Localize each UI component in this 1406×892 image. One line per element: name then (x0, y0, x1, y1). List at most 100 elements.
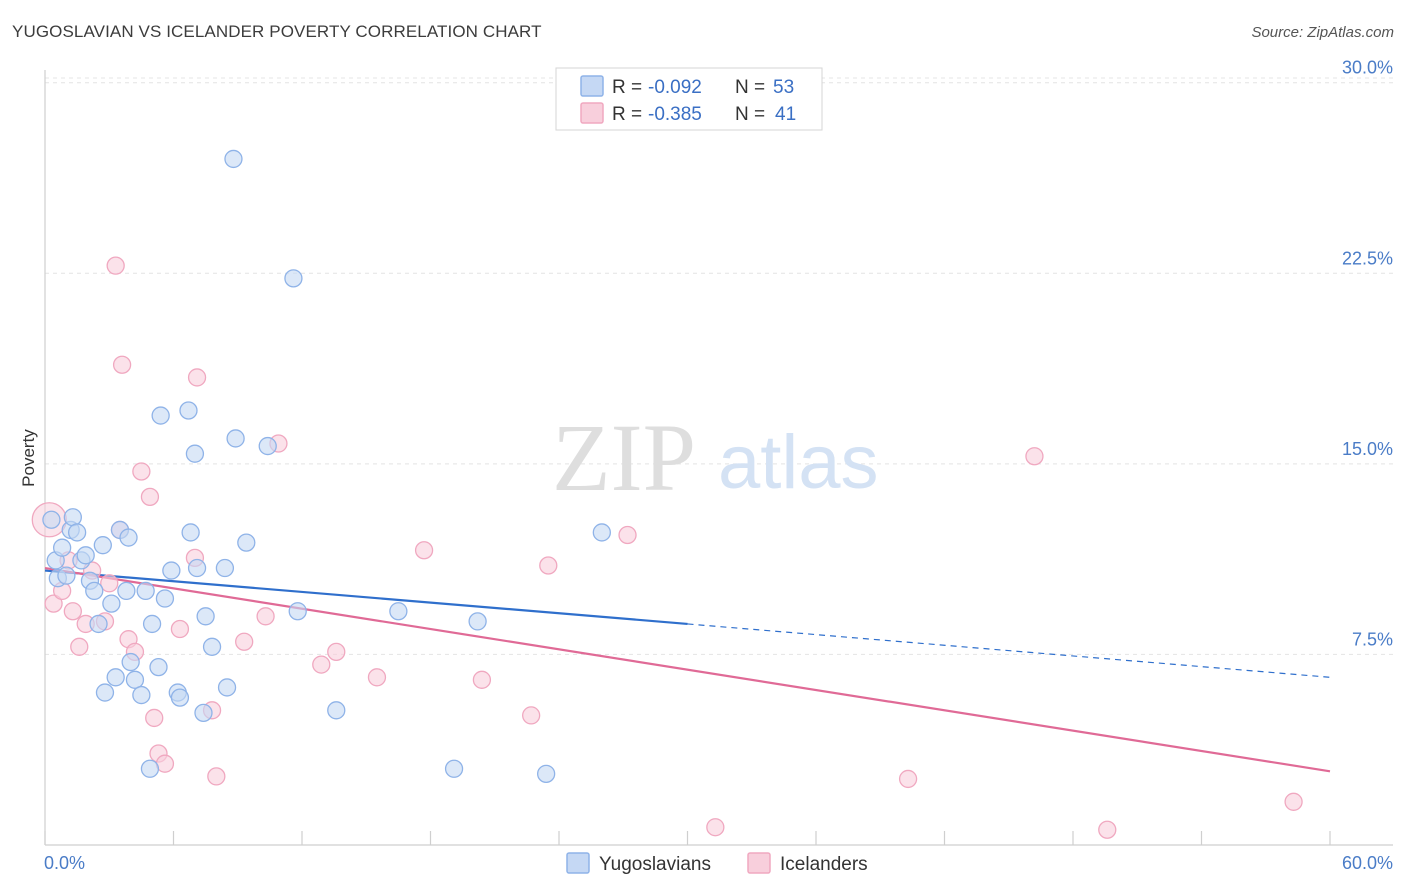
point-icelanders (170, 619, 190, 639)
point-yugoslavians (151, 406, 170, 425)
legend: R = -0.092 N = 53 R = -0.385 N = 41 (555, 67, 823, 131)
point-icelanders (706, 818, 725, 837)
point-icelanders (63, 602, 82, 621)
trend-extension-yugoslavians (687, 623, 1331, 678)
chart-title: YUGOSLAVIAN VS ICELANDER POVERTY CORRELA… (12, 22, 542, 41)
watermark-zip: ZIP (552, 404, 696, 511)
point-yugoslavians (288, 602, 307, 621)
point-yugoslavians (468, 612, 487, 631)
point-icelanders (207, 767, 226, 786)
trend-lines (44, 566, 1331, 773)
legend-r-label-1: R = (612, 77, 642, 98)
point-yugoslavians (226, 429, 245, 448)
point-yugoslavians (155, 589, 175, 608)
point-yugoslavians (181, 523, 200, 542)
y-tick-label: 15.0% (1342, 439, 1393, 459)
x-tick-marks (44, 831, 1331, 845)
legend-n-value-1: 53 (773, 77, 794, 98)
point-yugoslavians (42, 510, 61, 529)
point-yugoslavians (149, 657, 168, 677)
point-yugoslavians (85, 581, 104, 601)
x-tick-label-min: 0.0% (44, 853, 85, 873)
point-yugoslavians (140, 759, 160, 778)
point-icelanders (539, 556, 558, 575)
watermark: ZIP atlas (552, 404, 879, 511)
x-tick-label-max: 60.0% (1342, 853, 1393, 873)
point-yugoslavians (537, 764, 556, 784)
bottom-legend: Yugoslavians Icelanders (566, 852, 868, 875)
bottom-legend-swatch-yugoslavians (566, 852, 590, 874)
point-yugoslavians (237, 533, 256, 552)
bottom-legend-swatch-icelanders (747, 852, 771, 874)
point-yugoslavians (136, 581, 155, 601)
point-icelanders (312, 655, 331, 674)
point-icelanders (367, 668, 387, 687)
point-yugoslavians (102, 594, 121, 613)
point-icelanders (235, 632, 254, 651)
point-icelanders (44, 594, 63, 613)
point-yugoslavians (187, 558, 207, 578)
point-yugoslavians (95, 683, 115, 702)
y-tick-label: 22.5% (1342, 248, 1393, 268)
point-yugoslavians (162, 561, 181, 580)
trend-line-yugoslavians (44, 569, 688, 626)
grid-lines (45, 77, 1393, 655)
point-icelanders (112, 355, 132, 374)
watermark-atlas: atlas (718, 420, 879, 505)
point-yugoslavians (327, 701, 346, 720)
point-yugoslavians (170, 688, 190, 707)
point-icelanders (140, 487, 160, 507)
point-icelanders (522, 706, 541, 725)
point-yugoslavians (106, 668, 125, 687)
point-icelanders (100, 574, 119, 593)
data-points (31, 149, 1303, 839)
point-icelanders (472, 670, 492, 689)
point-icelanders (414, 541, 434, 560)
point-yugoslavians (224, 149, 243, 169)
point-yugoslavians (121, 652, 140, 672)
point-yugoslavians (215, 558, 235, 578)
y-tick-label: 7.5% (1352, 629, 1393, 649)
point-yugoslavians (444, 759, 464, 778)
point-icelanders (1025, 447, 1044, 466)
point-icelanders (145, 708, 164, 728)
point-yugoslavians (93, 536, 112, 555)
point-icelanders (1284, 792, 1303, 811)
bottom-legend-label-yugoslavians: Yugoslavians (599, 854, 711, 875)
y-axis-label: Poverty (19, 429, 38, 487)
legend-n-label-2: N = (735, 104, 765, 125)
bottom-legend-label-icelanders: Icelanders (780, 854, 868, 875)
point-yugoslavians (117, 581, 136, 601)
y-tick-label: 30.0% (1342, 58, 1393, 78)
point-yugoslavians (194, 703, 213, 723)
legend-r-value-1: -0.092 (648, 77, 702, 98)
point-yugoslavians (592, 523, 611, 542)
point-yugoslavians (258, 436, 277, 456)
legend-n-value-2: 41 (775, 104, 796, 125)
point-yugoslavians (125, 670, 145, 689)
point-yugoslavians (76, 546, 95, 565)
point-icelanders (132, 462, 151, 481)
legend-r-value-2: -0.385 (648, 104, 702, 125)
point-icelanders (1098, 820, 1117, 839)
y-tick-labels: 7.5% 15.0% 22.5% 30.0% (1342, 58, 1393, 650)
point-icelanders (618, 525, 637, 545)
chart-source: Source: ZipAtlas.com (1251, 24, 1394, 41)
point-icelanders (187, 368, 207, 387)
legend-n-label-1: N = (735, 77, 765, 98)
point-yugoslavians (52, 538, 72, 557)
point-icelanders (106, 256, 125, 275)
point-icelanders (327, 642, 346, 662)
point-yugoslavians (179, 401, 198, 420)
point-yugoslavians (67, 523, 87, 542)
axes (44, 70, 1393, 846)
point-yugoslavians (57, 566, 76, 585)
point-yugoslavians (142, 614, 162, 634)
point-yugoslavians (89, 614, 108, 634)
point-yugoslavians (119, 528, 138, 547)
point-yugoslavians (185, 444, 205, 463)
point-yugoslavians (217, 678, 237, 697)
point-yugoslavians (389, 602, 408, 621)
point-icelanders (256, 607, 275, 626)
